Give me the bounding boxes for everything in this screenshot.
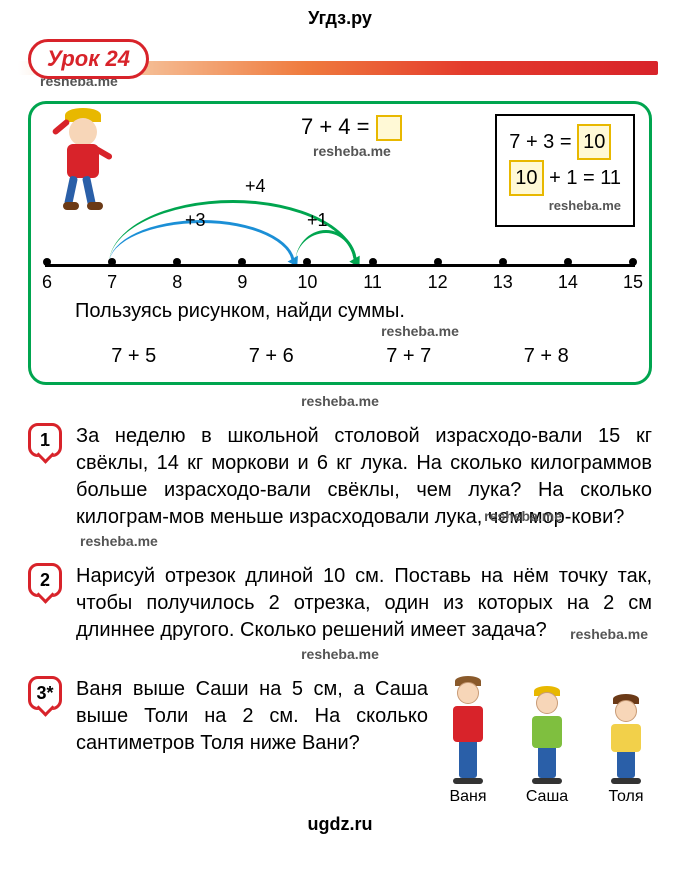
tick-label: 15 (623, 272, 643, 293)
site-header: Угдз.ру (0, 0, 680, 29)
problem-number: 1 (28, 423, 62, 457)
side-line-1: 7 + 3 = 10 (509, 124, 621, 160)
tick-label: 13 (493, 272, 513, 293)
tick (499, 258, 507, 266)
sum-expr: 7 + 5 (111, 345, 156, 368)
answer-box (376, 115, 402, 141)
lesson-badge: Урок 24 (28, 39, 149, 79)
side-eq-text: 7 + 3 = (509, 131, 571, 153)
tick (303, 258, 311, 266)
kid-vanya: Ваня (442, 676, 494, 806)
side-eq-val: 10 (509, 160, 543, 196)
problem-number: 2 (28, 563, 62, 597)
tick-label: 8 (172, 272, 182, 293)
kid-sasha: Саша (521, 686, 573, 806)
tick (369, 258, 377, 266)
tick (173, 258, 181, 266)
tick-label: 6 (42, 272, 52, 293)
sum-expr: 7 + 6 (249, 345, 294, 368)
watermark: resheba.me (484, 507, 562, 526)
arc-label-3: +3 (185, 210, 206, 231)
tick (629, 258, 637, 266)
sums-row: 7 + 5 7 + 6 7 + 7 7 + 8 (45, 345, 635, 368)
watermark: resheba.me (313, 143, 402, 159)
side-equations: 7 + 3 = 10 10 + 1 = 11 resheba.me (495, 114, 635, 227)
tick (238, 258, 246, 266)
sum-expr: 7 + 7 (386, 345, 431, 368)
tick-label: 7 (107, 272, 117, 293)
arc-label-4: +4 (245, 176, 266, 197)
problem-body: Нарисуй отрезок длиной 10 см. Поставь на… (76, 565, 652, 641)
problem-1: 1 За неделю в школьной столовой израсход… (28, 423, 652, 531)
tick (43, 258, 51, 266)
problem-3: 3* Ваня выше Саши на 5 см, а Саша выше Т… (28, 676, 652, 806)
watermark: resheba.me (0, 646, 680, 662)
kid-tolya: Толя (600, 694, 652, 806)
side-eq-val: 10 (577, 124, 611, 160)
arc-label-1: +1 (307, 210, 328, 231)
watermark: resheba.me (570, 625, 648, 644)
watermark: resheba.me (509, 196, 621, 217)
watermark: resheba.me (0, 393, 680, 409)
number-line-axis (45, 264, 635, 267)
number-line: +4 +3 +1 6789101112131415 (45, 234, 635, 294)
tick-label: 11 (363, 272, 382, 293)
kid-label: Саша (526, 788, 568, 806)
problem-body: За неделю в школьной столовой израсходо-… (76, 425, 652, 528)
diagram-instruction: Пользуясь рисунком, найди суммы. (45, 300, 635, 323)
problem-text: Ваня выше Саши на 5 см, а Саша выше Толи… (76, 676, 428, 806)
kid-label: Ваня (449, 788, 486, 806)
character-illustration (45, 110, 123, 220)
problem-text: Нарисуй отрезок длиной 10 см. Поставь на… (76, 563, 652, 644)
sum-expr: 7 + 8 (524, 345, 569, 368)
diagram-box: 7 + 4 = resheba.me 7 + 3 = 10 10 + 1 = 1… (28, 101, 652, 385)
site-footer: ugdz.ru (0, 814, 680, 835)
tick (434, 258, 442, 266)
kids-illustration: Ваня Саша Толя (442, 676, 652, 806)
tick-label: 12 (428, 272, 448, 293)
tick-label: 9 (237, 272, 247, 293)
problem-2: 2 Нарисуй отрезок длиной 10 см. Поставь … (28, 563, 652, 644)
watermark: resheba.me (80, 533, 680, 549)
eq-text: 7 + 4 = (301, 114, 370, 139)
watermark: resheba.me (205, 323, 635, 339)
tick-label: 14 (558, 272, 578, 293)
tick-label: 10 (297, 272, 317, 293)
main-equation: 7 + 4 = resheba.me (301, 114, 402, 159)
tick (564, 258, 572, 266)
problem-text: За неделю в школьной столовой израсходо-… (76, 423, 652, 531)
tick (108, 258, 116, 266)
kid-label: Толя (608, 788, 643, 806)
side-line-2: 10 + 1 = 11 (509, 160, 621, 196)
side-eq-text: + 1 = 11 (549, 167, 621, 189)
problem-number: 3* (28, 676, 62, 710)
